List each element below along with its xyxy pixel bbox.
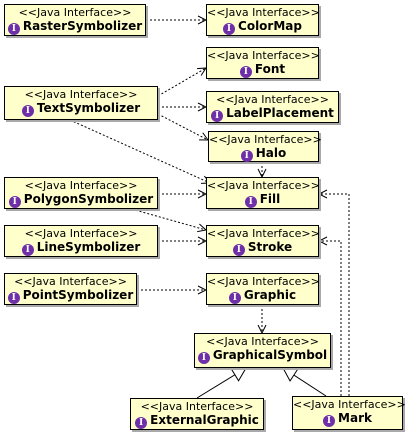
stereotype-label: <<Java Interface>> [140, 400, 254, 413]
edge-text-halo [157, 113, 208, 140]
class-name: ExternalGraphic [150, 413, 259, 427]
class-polygonsymbolizer[interactable]: <<Java Interface>> I PolygonSymbolizer [4, 177, 158, 209]
class-mark[interactable]: <<Java Interface>> I Mark [292, 396, 406, 430]
class-name: Graphic [243, 288, 297, 302]
interface-icon: I [21, 105, 34, 117]
interface-icon: I [21, 244, 34, 256]
class-name: Mark [338, 411, 372, 425]
stereotype-label: <<Java Interface>> [24, 179, 138, 192]
class-name: ColorMap [238, 19, 302, 33]
stereotype-label: <<Java Interface>> [207, 49, 320, 62]
class-graphic[interactable]: <<Java Interface>> I Graphic [206, 273, 320, 305]
stereotype-label: <<Java Interface>> [216, 93, 329, 106]
class-stroke[interactable]: <<Java Interface>> I Stroke [206, 225, 320, 257]
class-name: Stroke [247, 240, 293, 254]
interface-icon: I [223, 23, 236, 35]
stereotype-label: <<Java Interface>> [207, 179, 320, 192]
class-rastersymbolizer[interactable]: <<Java Interface>> I RasterSymbolizer [4, 4, 146, 36]
class-labelplacement[interactable]: <<Java Interface>> I LabelPlacement [206, 91, 339, 123]
interface-icon: I [8, 196, 21, 208]
stereotype-label: <<Java Interface>> [293, 398, 406, 411]
class-name: PointSymbolizer [22, 288, 134, 302]
edge-externalgraphic-graphicalsymbol [196, 367, 247, 399]
class-name: Font [254, 62, 286, 76]
class-name: LabelPlacement [226, 106, 334, 120]
interface-icon: I [244, 196, 257, 208]
class-linesymbolizer[interactable]: <<Java Interface>> I LineSymbolizer [4, 225, 158, 257]
interface-icon: I [240, 150, 253, 162]
edge-mark-stroke [319, 241, 342, 396]
stereotype-label: <<Java Interface>> [209, 133, 322, 146]
stereotype-label: <<Java Interface>> [207, 227, 320, 240]
interface-icon: I [211, 110, 224, 122]
stereotype-label: <<Java Interface>> [206, 335, 319, 348]
interface-icon: I [135, 417, 148, 429]
interface-icon: I [239, 66, 252, 78]
stereotype-label: <<Java Interface>> [207, 275, 320, 288]
interface-icon: I [228, 292, 241, 304]
class-name: Fill [259, 192, 281, 206]
class-font[interactable]: <<Java Interface>> I Font [206, 47, 320, 79]
class-pointsymbolizer[interactable]: <<Java Interface>> I PointSymbolizer [4, 273, 137, 305]
stereotype-label: <<Java Interface>> [24, 227, 138, 240]
edge-text-font [157, 68, 206, 97]
edge-mark-fill [319, 194, 350, 396]
interface-icon: I [7, 23, 20, 35]
class-name: GraphicalSymbol [212, 348, 328, 362]
stereotype-label: <<Java Interface>> [24, 88, 138, 101]
edge-polygon-stroke [127, 207, 206, 230]
class-colormap[interactable]: <<Java Interface>> I ColorMap [206, 4, 320, 36]
class-name: Halo [255, 146, 287, 160]
edge-mark-graphicalsymbol [282, 367, 327, 397]
class-name: RasterSymbolizer [22, 19, 143, 33]
interface-icon: I [232, 244, 245, 256]
interface-icon: I [323, 415, 336, 427]
class-name: PolygonSymbolizer [23, 192, 154, 206]
class-graphicalsymbol[interactable]: <<Java Interface>> I GraphicalSymbol [194, 333, 331, 368]
stereotype-label: <<Java Interface>> [14, 275, 127, 288]
class-fill[interactable]: <<Java Interface>> I Fill [206, 177, 320, 209]
class-halo[interactable]: <<Java Interface>> I Halo [208, 131, 322, 162]
stereotype-label: <<Java Interface>> [18, 6, 132, 19]
edge-text-fill [69, 119, 210, 183]
interface-icon: I [7, 292, 20, 304]
class-name: LineSymbolizer [36, 240, 141, 254]
interface-icon: I [197, 352, 210, 364]
class-externalgraphic[interactable]: <<Java Interface>> I ExternalGraphic [130, 398, 264, 430]
stereotype-label: <<Java Interface>> [207, 6, 320, 19]
class-textsymbolizer[interactable]: <<Java Interface>> I TextSymbolizer [4, 86, 158, 120]
class-name: TextSymbolizer [36, 101, 141, 115]
